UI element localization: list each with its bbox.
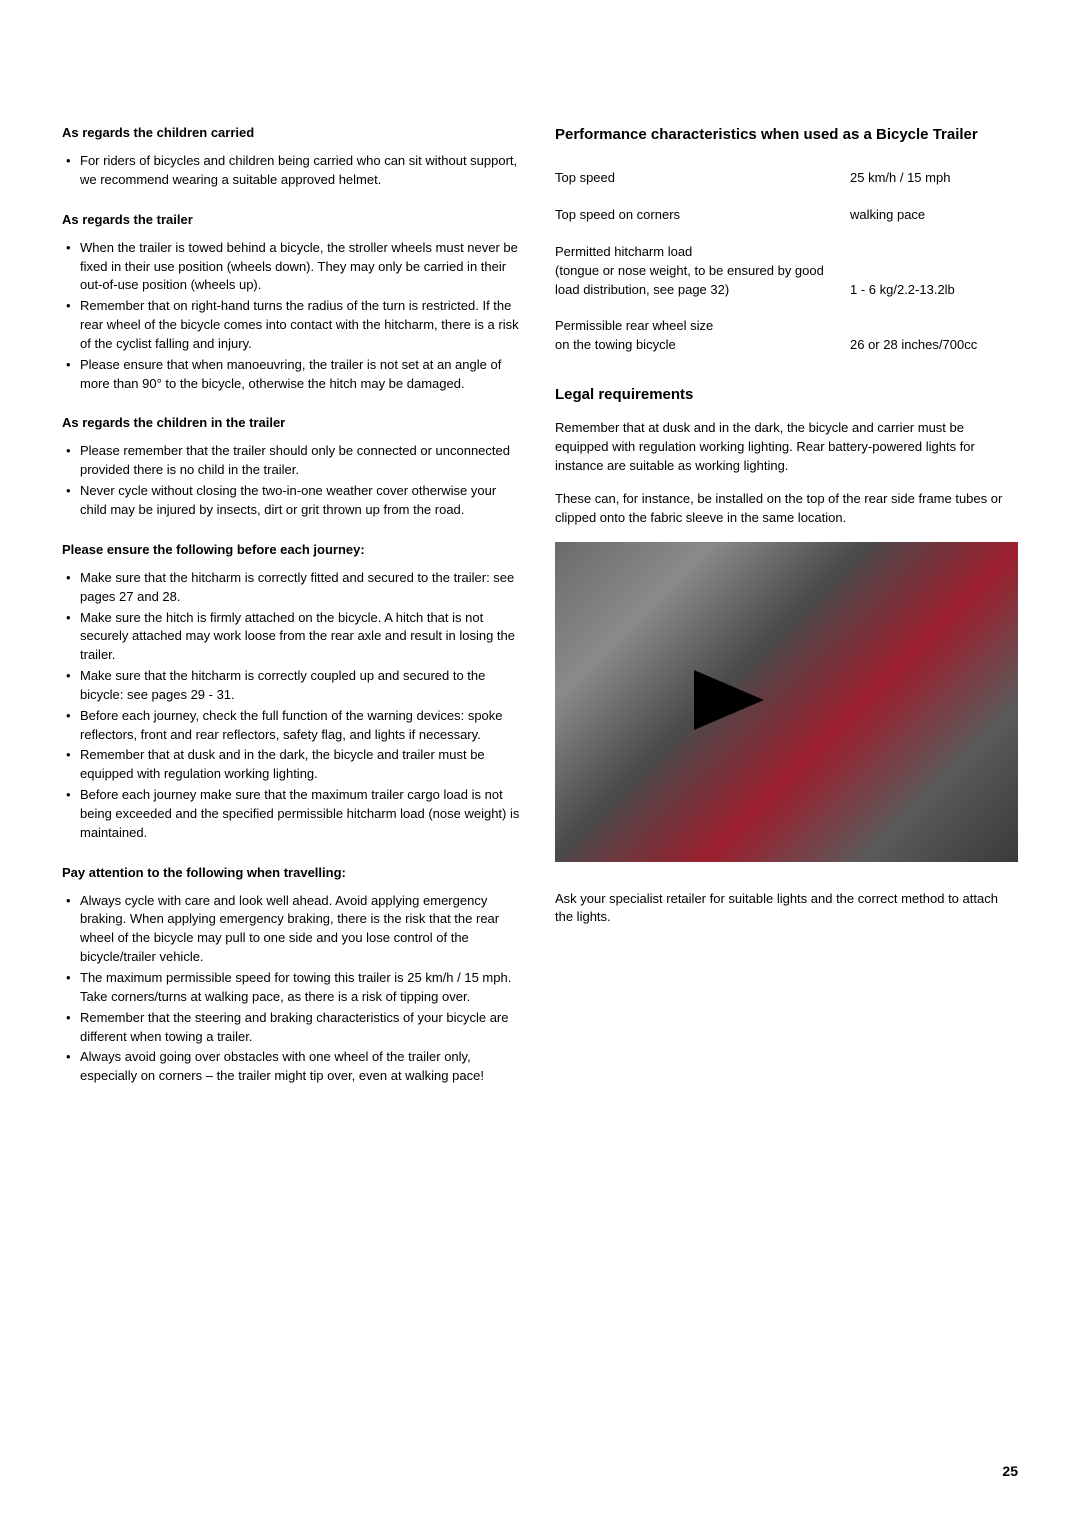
heading-children-trailer: As regards the children in the trailer	[62, 415, 525, 430]
list-item: When the trailer is towed behind a bicyc…	[62, 239, 525, 296]
list-item: The maximum permissible speed for towing…	[62, 969, 525, 1007]
list-item: Make sure that the hitcharm is correctly…	[62, 569, 525, 607]
list-item: Remember that at dusk and in the dark, t…	[62, 746, 525, 784]
list-item: Please remember that the trailer should …	[62, 442, 525, 480]
spec-value: 1 - 6 kg/2.2-13.2lb	[850, 281, 1018, 300]
spec-label: Top speed	[555, 169, 850, 188]
list-item: For riders of bicycles and children bein…	[62, 152, 525, 190]
table-row: Permissible rear wheel size on the towin…	[555, 317, 1018, 355]
spec-value: 26 or 28 inches/700cc	[850, 336, 1018, 355]
heading-performance: Performance characteristics when used as…	[555, 125, 1018, 145]
list-item: Remember that on right-hand turns the ra…	[62, 297, 525, 354]
trailer-frame-photo	[555, 542, 1018, 862]
table-row: Top speed on corners walking pace	[555, 206, 1018, 225]
legal-paragraph: These can, for instance, be installed on…	[555, 490, 1018, 528]
heading-children-carried: As regards the children carried	[62, 125, 525, 140]
list-item: Never cycle without closing the two-in-o…	[62, 482, 525, 520]
spec-value: 25 km/h / 15 mph	[850, 169, 1018, 188]
list-children-carried: For riders of bicycles and children bein…	[62, 152, 525, 190]
list-when-travelling: Always cycle with care and look well ahe…	[62, 892, 525, 1086]
heading-trailer: As regards the trailer	[62, 212, 525, 227]
list-item: Always cycle with care and look well ahe…	[62, 892, 525, 967]
heading-legal: Legal requirements	[555, 385, 1018, 405]
list-item: Before each journey make sure that the m…	[62, 786, 525, 843]
legal-paragraph: Ask your specialist retailer for suitabl…	[555, 890, 1018, 928]
spec-value: walking pace	[850, 206, 1018, 225]
legal-paragraph: Remember that at dusk and in the dark, t…	[555, 419, 1018, 476]
list-trailer: When the trailer is towed behind a bicyc…	[62, 239, 525, 394]
list-item: Make sure the hitch is firmly attached o…	[62, 609, 525, 666]
table-row: Top speed 25 km/h / 15 mph	[555, 169, 1018, 188]
spec-label: Top speed on corners	[555, 206, 850, 225]
spec-label: Permissible rear wheel size on the towin…	[555, 317, 850, 355]
list-item: Always avoid going over obstacles with o…	[62, 1048, 525, 1086]
heading-when-travelling: Pay attention to the following when trav…	[62, 865, 525, 880]
list-before-journey: Make sure that the hitcharm is correctly…	[62, 569, 525, 843]
right-column: Performance characteristics when used as…	[555, 125, 1018, 1090]
list-item: Please ensure that when manoeuvring, the…	[62, 356, 525, 394]
performance-table: Top speed 25 km/h / 15 mph Top speed on …	[555, 169, 1018, 355]
left-column: As regards the children carried For ride…	[62, 125, 525, 1090]
list-item: Before each journey, check the full func…	[62, 707, 525, 745]
list-item: Remember that the steering and braking c…	[62, 1009, 525, 1047]
list-children-trailer: Please remember that the trailer should …	[62, 442, 525, 519]
table-row: Permitted hitcharm load (tongue or nose …	[555, 243, 1018, 300]
heading-before-journey: Please ensure the following before each …	[62, 542, 525, 557]
spec-label: Permitted hitcharm load (tongue or nose …	[555, 243, 850, 300]
page-number: 25	[1002, 1463, 1018, 1479]
page-content: As regards the children carried For ride…	[0, 0, 1080, 1150]
list-item: Make sure that the hitcharm is correctly…	[62, 667, 525, 705]
